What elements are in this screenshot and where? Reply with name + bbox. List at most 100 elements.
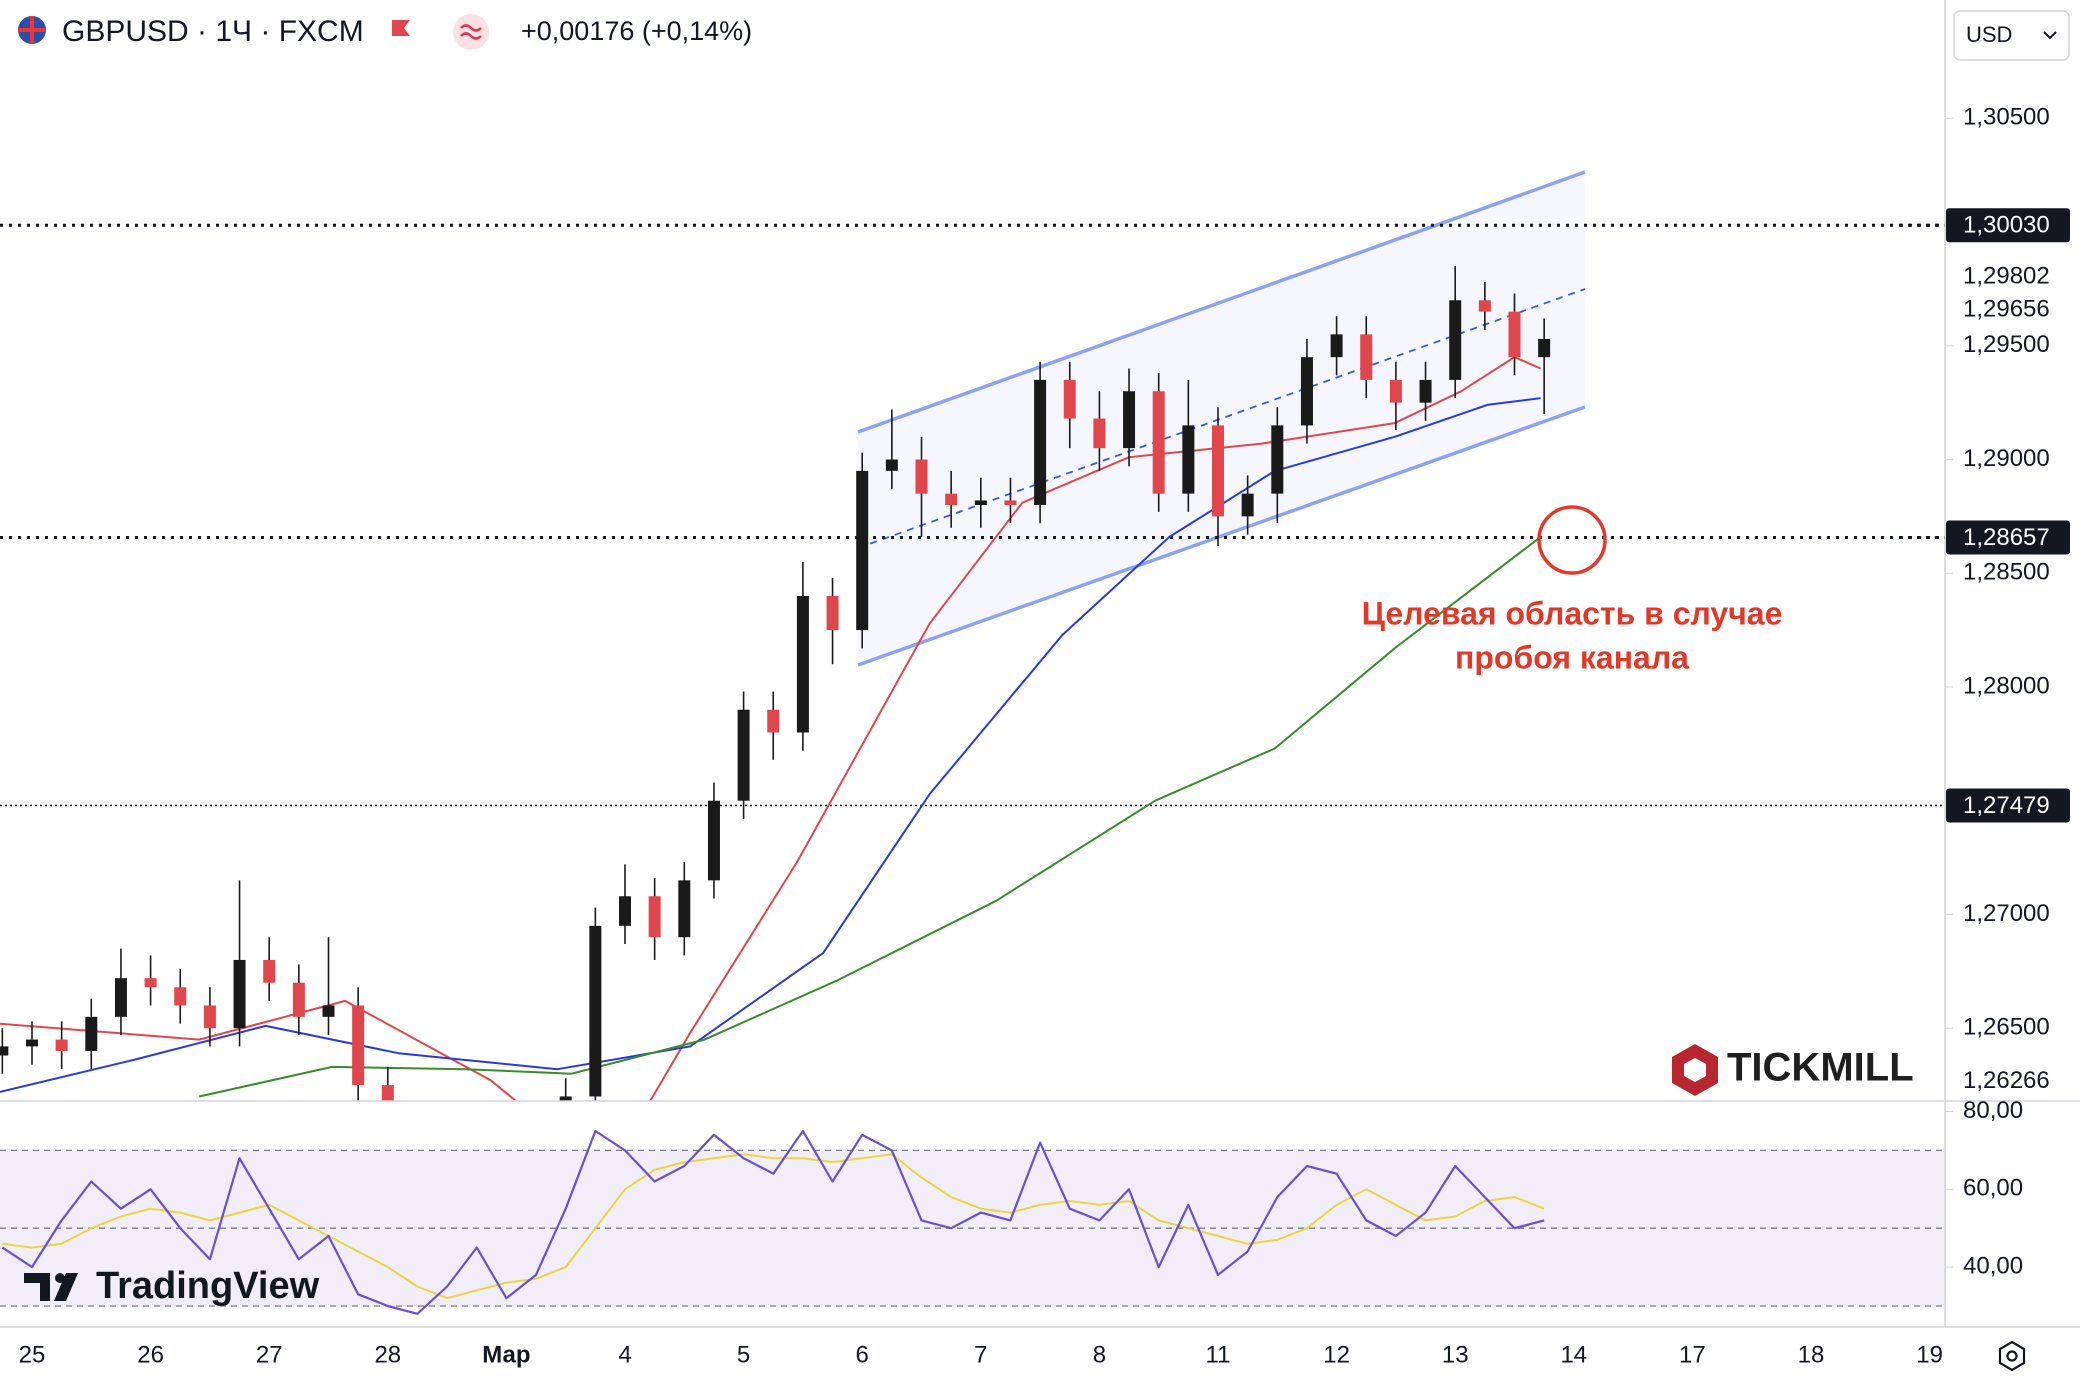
candle-body <box>737 709 750 801</box>
x-tick-label: 18 <box>1798 1341 1825 1368</box>
x-tick-label: 7 <box>974 1341 987 1368</box>
x-tick-label: 26 <box>137 1341 164 1368</box>
y-tick-label: 1,29000 <box>1963 445 2050 472</box>
tickmill-logo: TICKMILL <box>1672 1044 1914 1096</box>
candle-body <box>233 959 246 1029</box>
settings-icon[interactable] <box>1998 1340 2026 1372</box>
candle-body <box>1389 379 1402 403</box>
candle-body <box>85 1016 98 1051</box>
annotation: пробоя канала <box>1455 639 1689 675</box>
price-label: 1,29656 <box>1963 296 2050 323</box>
channel-lower <box>857 405 1586 667</box>
channel-upper <box>857 170 1586 434</box>
settings-icon[interactable] <box>1998 1340 2026 1372</box>
candle-body <box>1271 425 1284 494</box>
price-label: 1,29802 <box>1963 262 2050 289</box>
candle-body <box>1330 334 1343 358</box>
candle-body <box>1123 391 1136 449</box>
price-axis: 1,30500 1,29500 1,29000 1,28500 1,28000 1,270… <box>1900 104 2070 1279</box>
annotation: Целевая область в случае <box>1362 595 1783 631</box>
currency: USD <box>1966 22 2012 47</box>
y-tick-label: 1,28000 <box>1963 672 2050 699</box>
price-label-bg <box>1948 262 2068 293</box>
time-axis: 25 26 27 28 Мар 4 5 6 7 8 11 12 13 14 17 18 19 <box>19 1341 1943 1368</box>
x-tick-label: 13 <box>1442 1341 1469 1368</box>
channel-mid <box>857 288 1586 549</box>
candle-body <box>648 896 661 938</box>
y-tick-label: 1,30500 <box>1963 104 2050 131</box>
candle-body <box>26 1039 38 1047</box>
candle-body <box>144 978 157 988</box>
y-tick-label: 1,26500 <box>1963 1014 2050 1041</box>
candle-body <box>826 595 839 631</box>
tv-icon <box>24 1273 50 1301</box>
y-tick-label: 1,28500 <box>1963 559 2050 586</box>
candle-body <box>1182 425 1195 494</box>
candle-body <box>1300 357 1313 426</box>
candle-body <box>114 978 127 1017</box>
x-tick-label: 5 <box>737 1341 750 1368</box>
candle-body <box>1093 418 1106 449</box>
candle-body <box>381 1085 394 1101</box>
moving-average <box>198 536 1542 1098</box>
rsi-tick-label: 60,00 <box>1963 1175 2023 1202</box>
rsi-tick-label: 80,00 <box>1963 1097 2023 1124</box>
settings-icon[interactable] <box>2006 1350 2018 1362</box>
candle-body <box>707 800 720 881</box>
candle-body <box>767 709 780 733</box>
candle-body <box>292 982 305 1017</box>
currency-select[interactable] <box>1953 10 2070 61</box>
candle-body <box>619 896 631 926</box>
x-tick-label: Мар <box>482 1341 530 1368</box>
change: +0,00176 (+0,14%) <box>521 16 752 46</box>
candle-body <box>0 1046 9 1056</box>
candle-body <box>589 925 602 1097</box>
x-tick-label: 6 <box>856 1341 869 1368</box>
candle-body <box>1004 500 1017 506</box>
candle-body <box>1508 311 1521 358</box>
x-tick-label: 11 <box>1206 1341 1231 1368</box>
tv-icon <box>55 1273 65 1283</box>
candle-body <box>55 1039 68 1051</box>
y-tick-label: 1,29500 <box>1963 331 2050 358</box>
rsi-ma <box>2 1153 1545 1300</box>
moving-average <box>0 397 1541 1093</box>
candle-body <box>945 493 958 506</box>
candle-body <box>322 1005 335 1017</box>
x-tick-label: 4 <box>618 1341 631 1368</box>
y-tick-label: 1,27000 <box>1963 900 2050 927</box>
candle-body <box>678 880 691 938</box>
candle-body <box>974 500 987 506</box>
candle-body <box>1152 391 1165 494</box>
watermark: TICKMILL <box>1727 1046 1914 1090</box>
candle-body <box>796 595 809 733</box>
candle-body <box>263 959 276 983</box>
rsi-background <box>0 1149 1945 1307</box>
moving-average <box>0 356 1542 1101</box>
candle-body <box>915 459 928 494</box>
x-tick-label: 14 <box>1560 1341 1587 1368</box>
rsi-line <box>1 1129 1545 1315</box>
level-label: 1,30030 <box>1963 212 2050 239</box>
candle-body <box>352 1005 365 1086</box>
indicator-icon <box>460 24 482 40</box>
level-label-bg <box>1946 520 2070 555</box>
candle-body <box>885 459 898 471</box>
flag-marker <box>392 20 410 36</box>
candle-body <box>1241 493 1254 517</box>
price-label: 1,26266 <box>1963 1067 2050 1094</box>
tv-icon <box>54 1273 78 1301</box>
level-label: 1,28657 <box>1963 524 2050 551</box>
candle-body <box>559 1096 572 1101</box>
candle-body <box>1360 334 1373 380</box>
channel <box>857 170 1586 667</box>
target-circle <box>1537 505 1607 575</box>
candle-body <box>1212 425 1224 517</box>
x-tick-label: 12 <box>1323 1341 1350 1368</box>
tradingview-logo: TradingView <box>24 1265 320 1307</box>
flag-icon <box>18 16 46 44</box>
candle-body <box>1063 379 1076 419</box>
level-label: 1,27479 <box>1963 792 2050 819</box>
channel-fill <box>858 172 1585 665</box>
